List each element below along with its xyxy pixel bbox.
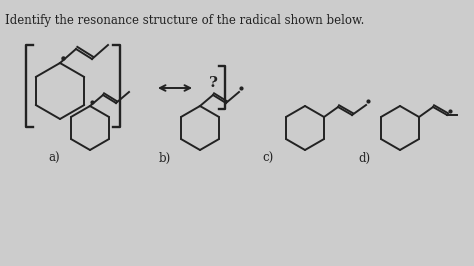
Text: c): c) bbox=[263, 152, 273, 164]
Text: ?: ? bbox=[209, 76, 218, 90]
Text: b): b) bbox=[159, 152, 171, 164]
Text: Identify the resonance structure of the radical shown below.: Identify the resonance structure of the … bbox=[5, 14, 365, 27]
Text: d): d) bbox=[358, 152, 370, 164]
Text: a): a) bbox=[48, 152, 60, 164]
